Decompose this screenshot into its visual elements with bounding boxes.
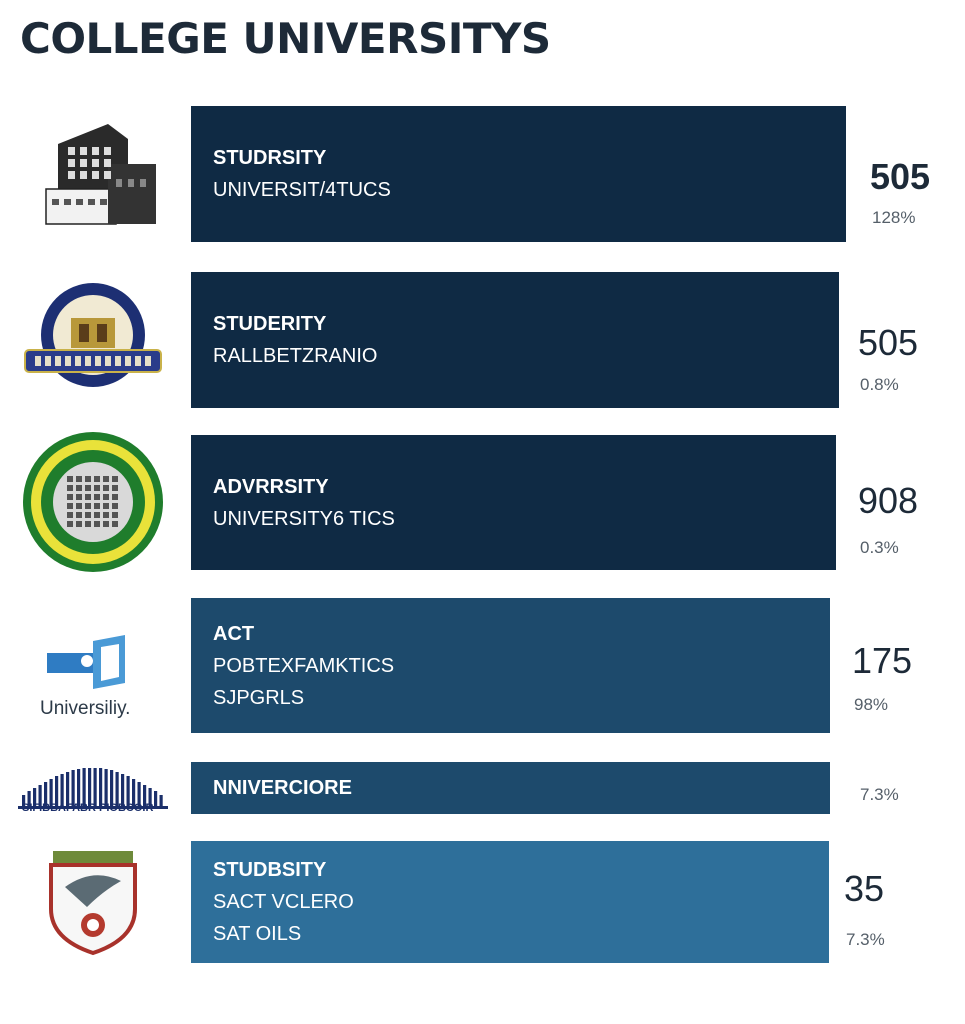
value-label: 505 xyxy=(858,322,919,363)
blue-seal-logo xyxy=(18,272,168,408)
table-row: STUDBSITY SACT VCLERO SAT OILS xyxy=(0,841,965,963)
bar: ADVRRSITY UNIVERSITY6 TICS xyxy=(191,435,836,570)
bar-label-line: SAT OILS xyxy=(213,923,302,945)
stripes-logo-image xyxy=(18,767,168,809)
table-row: ADVRRSITY UNIVERSITY6 TICS xyxy=(0,432,965,572)
tech-logo-image xyxy=(47,634,125,689)
bar: NNIVERCIORE xyxy=(191,762,830,814)
shield-logo-image xyxy=(49,851,137,956)
percent-label: 98% xyxy=(854,695,889,714)
bar-label-line: SJPGRLS xyxy=(213,687,305,709)
tech-logo xyxy=(18,598,168,733)
building-logo xyxy=(18,106,168,242)
bar-label: STUDBSITY SACT VCLERO SAT OILS xyxy=(213,854,354,950)
bar-label-line: NNIVERCIORE xyxy=(213,777,352,799)
bar-label-line: UNIVERSITY6 TICS xyxy=(213,508,395,530)
bar-label-line: ADVRRSITY xyxy=(213,476,329,498)
bar-label-line: ACT xyxy=(213,623,255,645)
value-label: 505 xyxy=(870,156,931,197)
green-seal-logo-image xyxy=(22,432,163,572)
bar-label-line: STUDBSITY xyxy=(213,859,327,881)
value-label: 908 xyxy=(858,480,919,521)
stripes-logo xyxy=(18,762,168,814)
table-row: SIFIBBAFABR PIOBCOIR NNIVERCIORE xyxy=(0,762,965,814)
logo-caption: Universiliy. xyxy=(40,698,131,719)
percent-label: 7.3% xyxy=(846,930,885,949)
bar: ACT POBTEXFAMKTICS SJPGRLS xyxy=(191,598,830,733)
green-seal-logo xyxy=(18,432,168,572)
bar-label-line: RALLBETZRANIO xyxy=(213,345,378,367)
bar-label-line: POBTEXFAMKTICS xyxy=(213,655,395,677)
logo-caption: SIFIBBAFABR PIOBCOIR xyxy=(22,802,154,814)
bar-label: STUDERITY RALLBETZRANIO xyxy=(213,308,377,372)
percent-label: 128% xyxy=(872,208,916,227)
chart-title: COLLEGE UNIVERSITYS xyxy=(20,14,551,63)
bar: STUDBSITY SACT VCLERO SAT OILS xyxy=(191,841,829,963)
percent-label: 0.8% xyxy=(860,375,899,394)
bar-label: STUDRSITY UNIVERSIT/4TUCS xyxy=(213,142,391,206)
value-label: 175 xyxy=(852,640,913,681)
shield-logo xyxy=(18,841,168,963)
bar-label-line: STUDERITY xyxy=(213,313,327,335)
bar-label: ADVRRSITY UNIVERSITY6 TICS xyxy=(213,471,395,535)
table-row: STUDRSITY UNIVERSIT/4TUCS xyxy=(0,106,965,242)
percent-label: 0.3% xyxy=(860,538,899,557)
blue-seal-logo-image xyxy=(24,283,162,387)
bar: STUDERITY RALLBETZRANIO xyxy=(191,272,839,408)
bar-label-line: SACT VCLERO xyxy=(213,891,354,913)
building-logo-image xyxy=(45,124,156,225)
percent-label: 7.3% xyxy=(860,785,899,804)
bar-label: NNIVERCIORE xyxy=(213,772,352,804)
value-label: 35 xyxy=(844,868,885,909)
bar: STUDRSITY UNIVERSIT/4TUCS xyxy=(191,106,846,242)
bar-label-line: STUDRSITY xyxy=(213,147,327,169)
table-row: Universiliy. ACT POBTEXFAMKTICS SJPGRLS xyxy=(0,598,965,733)
bar-label-line: UNIVERSIT/4TUCS xyxy=(213,179,391,201)
bar-label: ACT POBTEXFAMKTICS SJPGRLS xyxy=(213,618,394,714)
table-row: STUDERITY RALLBETZRANIO xyxy=(0,272,965,408)
